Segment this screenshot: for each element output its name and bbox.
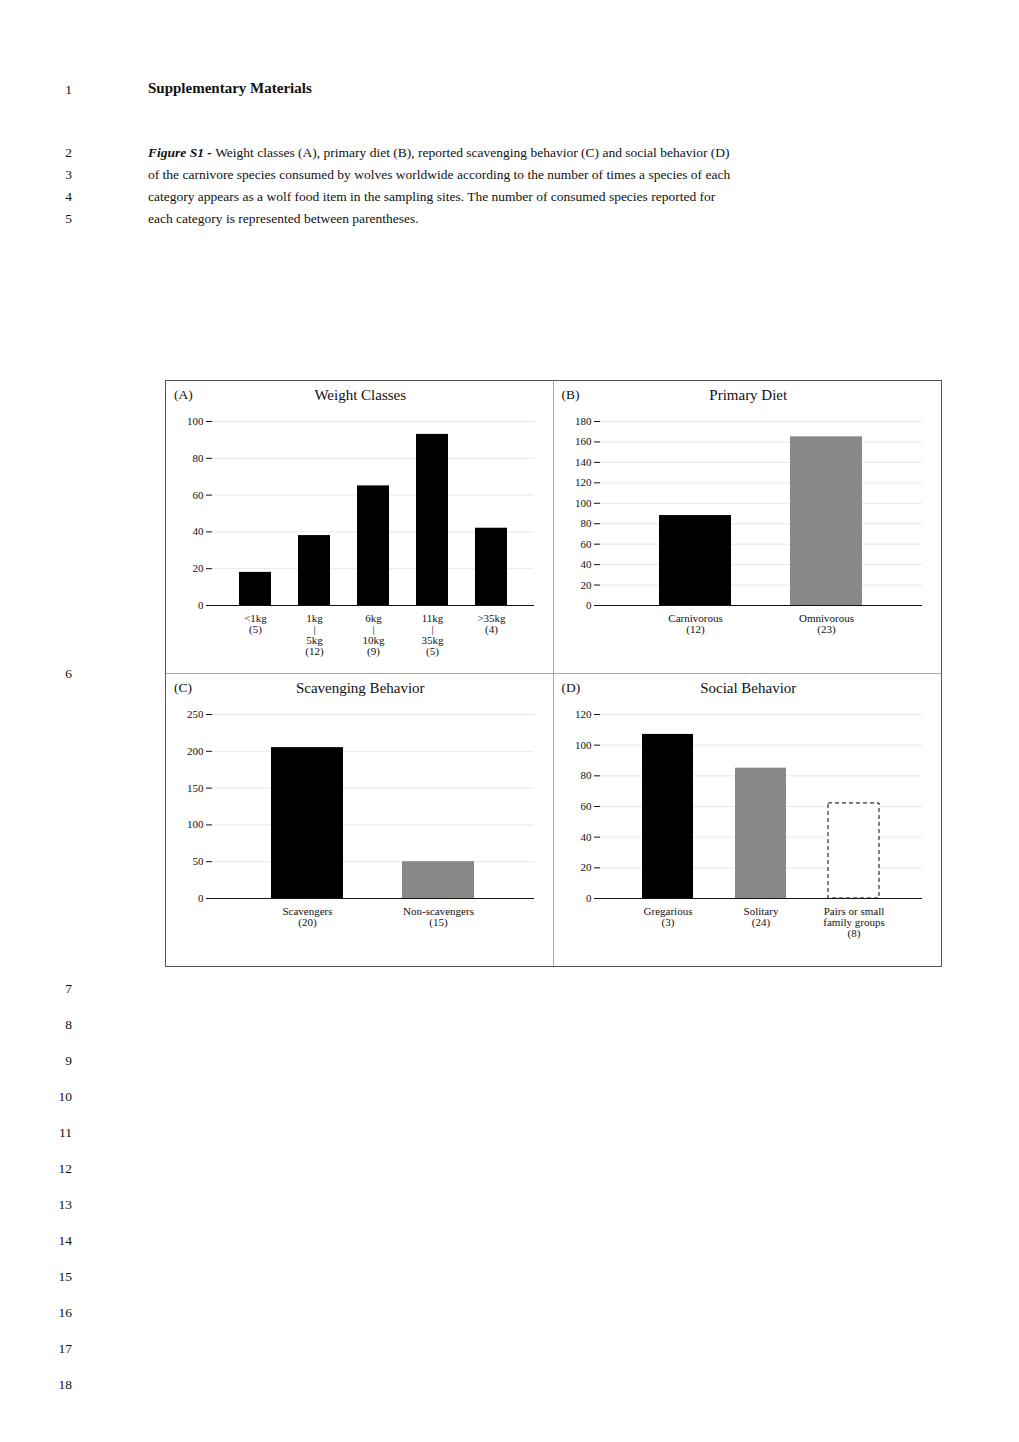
html-text:5: 5 [65,211,72,226]
svg-text:160: 160 [575,435,592,447]
svg-text:80: 80 [580,769,592,781]
svg-text:40: 40 [193,525,205,537]
svg-text:6kg|10kg(9): 6kg|10kg(9) [363,612,386,658]
html-text:Social Behavior: Social Behavior [700,680,797,696]
svg-text:11kg|35kg(5): 11kg|35kg(5) [422,612,445,658]
svg-text:0: 0 [198,892,204,904]
svg-text:20: 20 [580,579,592,591]
html-text:Supplementary Materials: Supplementary Materials [148,80,312,96]
html-text:15: 15 [58,1269,72,1284]
svg-text:Scavengers(20): Scavengers(20) [282,905,332,929]
svg-text:0: 0 [586,892,592,904]
html-text:4: 4 [65,189,72,204]
html-text:category appears as a wolf foo: category appears as a wolf food item in … [148,189,716,204]
html-text:9: 9 [65,1053,72,1068]
svg-text:100: 100 [187,818,204,830]
svg-text:0: 0 [586,599,592,611]
html-text:18: 18 [58,1377,72,1392]
html-text:1: 1 [65,82,72,97]
svg-text:80: 80 [580,517,592,529]
svg-text:120: 120 [575,708,592,720]
html-text:3: 3 [65,167,72,182]
svg-text:Non-scavengers(15): Non-scavengers(15) [403,905,474,929]
html-text:13: 13 [58,1197,72,1212]
html-text:10: 10 [58,1089,72,1104]
svg-text:180: 180 [575,415,592,427]
svg-text:80: 80 [193,452,205,464]
svg-text:0: 0 [198,599,204,611]
html-text:(C): (C) [174,680,192,695]
svg-text:200: 200 [187,745,204,757]
svg-text:100: 100 [575,739,592,751]
html-text:11: 11 [59,1125,72,1140]
svg-text:150: 150 [187,782,204,794]
html-text:17: 17 [58,1341,72,1356]
html-text:6: 6 [65,665,72,681]
svg-text:100: 100 [187,415,204,427]
html-text:16: 16 [58,1305,72,1320]
svg-text:60: 60 [580,538,592,550]
svg-text:Solitary(24): Solitary(24) [743,905,778,929]
svg-text:140: 140 [575,456,592,468]
html-text:14: 14 [58,1233,72,1248]
svg-text:60: 60 [580,800,592,812]
svg-text:<1kg(5): <1kg(5) [244,612,267,636]
svg-text:60: 60 [193,489,205,501]
svg-text:100: 100 [575,497,592,509]
html-text:12: 12 [58,1161,72,1176]
svg-text:20: 20 [193,562,205,574]
html-text:each category is represented b: each category is represented between par… [148,211,419,226]
html-text:7: 7 [65,981,72,996]
svg-text:40: 40 [580,558,592,570]
html-text:Primary Diet: Primary Diet [709,387,788,403]
svg-text:1kg|5kg(12): 1kg|5kg(12) [305,612,324,658]
html-text:Figure S1 - Weight classes (A): Figure S1 - Weight classes (A), primary … [148,145,730,160]
html-text:8: 8 [65,1017,72,1032]
html-text:Scavenging Behavior: Scavenging Behavior [295,680,425,696]
html-text:(A): (A) [174,387,193,402]
svg-text:Gregarious(3): Gregarious(3) [643,905,692,929]
svg-text:Pairs or smallfamily groups(8): Pairs or smallfamily groups(8) [823,905,884,940]
html-text:(B): (B) [561,387,580,402]
svg-text:Carnivorous(12): Carnivorous(12) [668,612,722,636]
svg-text:250: 250 [187,708,204,720]
html-text:2: 2 [65,145,72,160]
svg-text:50: 50 [193,855,205,867]
svg-text:40: 40 [580,831,592,843]
html-text:Weight Classes: Weight Classes [314,387,407,403]
svg-text:>35kg(4): >35kg(4) [477,612,506,636]
svg-text:20: 20 [580,861,592,873]
html-text:of the carnivore species consu: of the carnivore species consumed by wol… [148,167,731,182]
svg-text:120: 120 [575,476,592,488]
svg-text:Omnivorous(23): Omnivorous(23) [799,612,854,636]
html-text:(D): (D) [561,680,581,695]
